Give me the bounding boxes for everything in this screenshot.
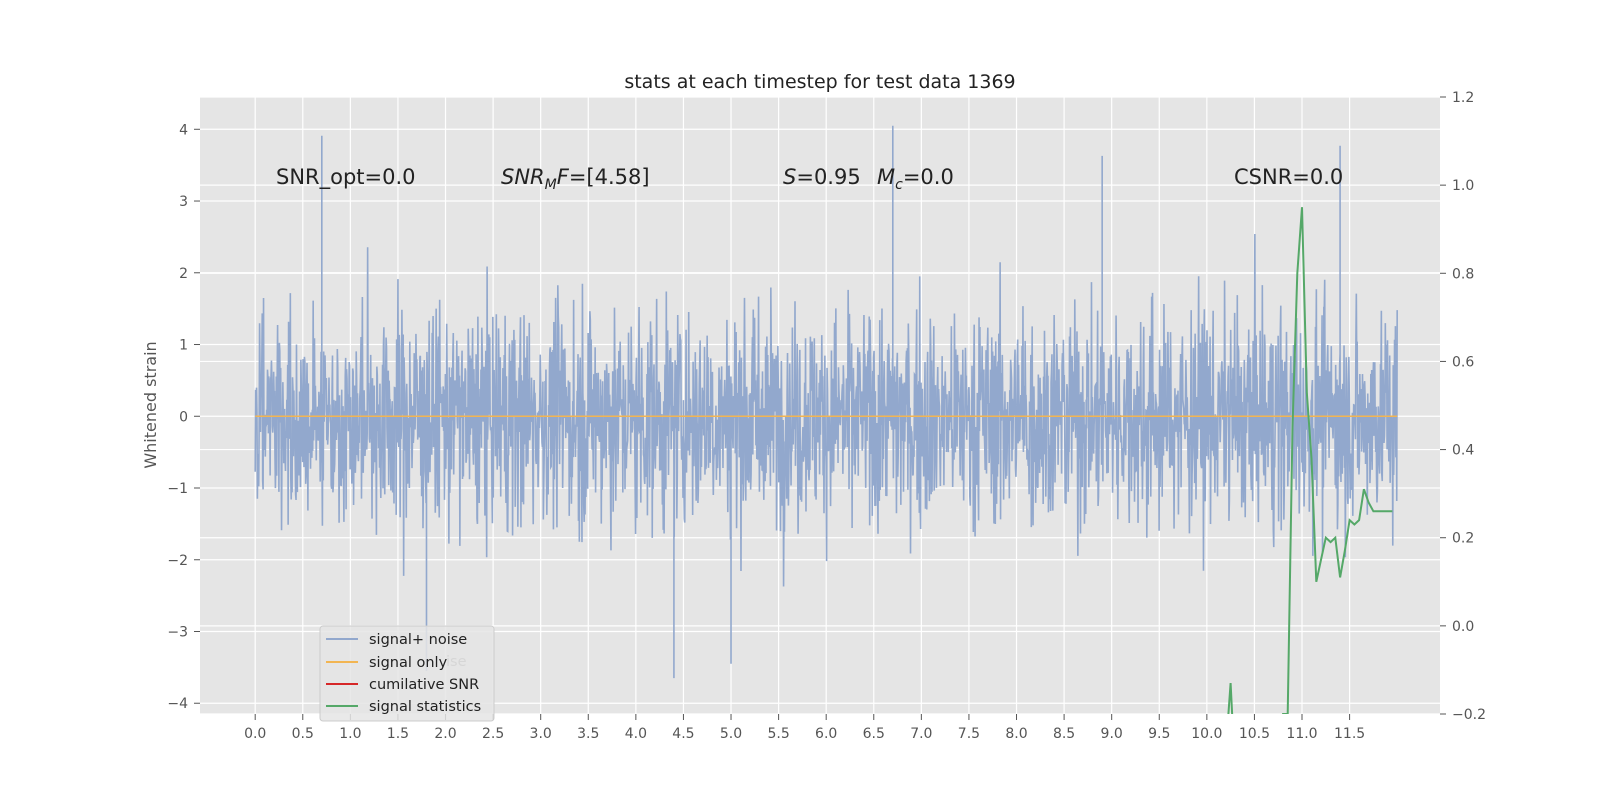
legend-label-signal-statistics: signal statistics xyxy=(369,699,481,715)
legend-label-signal-only: signal only xyxy=(369,655,448,671)
annotation-csnr: CSNR=0.0 xyxy=(1234,165,1343,189)
x-tick-label: 7.0 xyxy=(910,726,932,742)
legend-box xyxy=(319,625,495,722)
x-tick-label: 8.0 xyxy=(1005,726,1027,742)
y-tick-label: 1 xyxy=(179,338,188,354)
y2-tick-label: 0.8 xyxy=(1452,266,1474,282)
x-tick-label: 5.0 xyxy=(720,726,742,742)
x-tick-label: 5.5 xyxy=(767,726,789,742)
y-tick-label: −2 xyxy=(167,553,188,569)
x-tick-label: 7.5 xyxy=(958,726,980,742)
y2-tick-label: 0.6 xyxy=(1452,354,1474,370)
x-tick-label: 8.5 xyxy=(1053,726,1075,742)
y2-tick-label: 0.2 xyxy=(1452,531,1474,547)
legend-ghost-text: ise xyxy=(446,654,467,670)
x-tick-label: 9.5 xyxy=(1148,726,1170,742)
y2-tick-label: −0.2 xyxy=(1452,707,1486,723)
x-tick-label: 3.5 xyxy=(577,726,599,742)
x-tick-label: 0.0 xyxy=(244,726,266,742)
y2-tick-label: 1.0 xyxy=(1452,178,1474,194)
annotation-snr-opt: SNR_opt=0.0 xyxy=(276,165,416,190)
x-tick-label: 0.5 xyxy=(292,726,314,742)
x-tick-label: 10.0 xyxy=(1191,726,1222,742)
annotations: SNR_opt=0.0 SNRMF=[4.58] S=0.95 Mc=0.0 C… xyxy=(276,165,1343,193)
x-tick-label: 1.5 xyxy=(387,726,409,742)
y-axis-label: Whitened strain xyxy=(141,341,160,468)
y2-axis-ticks: −0.2 0.0 0.2 0.4 0.6 0.8 1.0 1.2 xyxy=(1440,90,1486,723)
series-signal-statistics xyxy=(1227,207,1393,714)
x-tick-label: 6.0 xyxy=(815,726,837,742)
series-signal-plus-noise xyxy=(254,125,1398,679)
x-tick-label: 4.5 xyxy=(672,726,694,742)
y2-tick-label: 0.0 xyxy=(1452,619,1474,635)
x-tick-label: 11.5 xyxy=(1334,726,1365,742)
x-tick-label: 9.0 xyxy=(1101,726,1123,742)
annotation-mc: Mc=0.0 xyxy=(877,165,954,193)
x-tick-label: 6.5 xyxy=(863,726,885,742)
chart-title: stats at each timestep for test data 136… xyxy=(624,71,1015,93)
y-tick-label: 3 xyxy=(179,194,188,210)
x-tick-label: 3.0 xyxy=(530,726,552,742)
y-tick-label: −3 xyxy=(167,624,188,640)
legend-label-signal-plus-noise: signal+ noise xyxy=(369,632,467,648)
y-tick-label: 4 xyxy=(179,122,188,138)
x-tick-label: 11.0 xyxy=(1286,726,1317,742)
y2-tick-label: 1.2 xyxy=(1452,90,1474,106)
legend: ise signal+ noise signal only cumilative… xyxy=(319,625,495,722)
x-tick-label: 2.0 xyxy=(434,726,456,742)
x-tick-label: 10.5 xyxy=(1239,726,1270,742)
x-tick-label: 4.0 xyxy=(625,726,647,742)
annotation-snr-mf: SNRMF=[4.58] xyxy=(501,165,650,193)
y-tick-label: −1 xyxy=(167,481,188,497)
annotation-s: S=0.95 xyxy=(783,165,861,189)
x-tick-label: 1.0 xyxy=(339,726,361,742)
legend-label-cumilative-snr: cumilative SNR xyxy=(369,677,479,693)
x-axis-ticks: 0.0 0.5 1.0 1.5 2.0 2.5 3.0 3.5 4.0 4.5 5.0 5.5 6.0 6… xyxy=(244,714,1365,742)
y-tick-label: 2 xyxy=(179,266,188,282)
x-tick-label: 2.5 xyxy=(482,726,504,742)
y-axis-ticks: −4 −3 −2 −1 0 1 2 3 4 xyxy=(167,122,200,712)
y-tick-label: 0 xyxy=(179,409,188,425)
y-tick-label: −4 xyxy=(167,696,188,712)
y2-tick-label: 0.4 xyxy=(1452,443,1474,459)
